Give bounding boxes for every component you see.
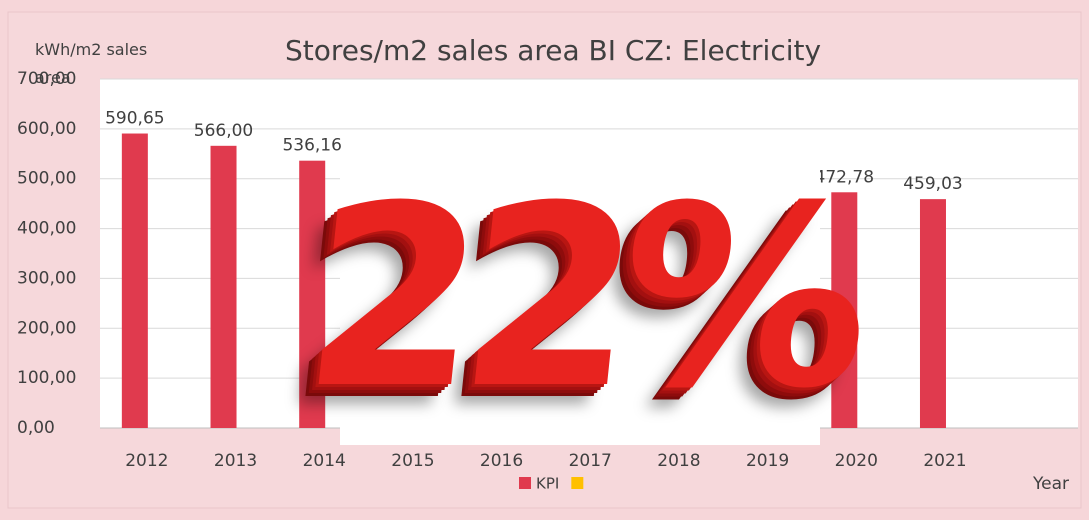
x-tick-label: 2012	[125, 451, 168, 471]
y-tick-label: 300,00	[17, 268, 76, 288]
x-tick-label: 2013	[214, 451, 257, 471]
x-tick-label: 2017	[569, 451, 612, 471]
value-label: 459,03	[903, 174, 962, 194]
y-tick-label: 400,00	[17, 219, 76, 239]
chart-title: Stores/m2 sales area BI CZ: Electricity	[285, 34, 821, 67]
y-tick-label: 500,00	[17, 169, 76, 189]
legend-label: KPI	[536, 475, 559, 493]
bar	[920, 199, 946, 428]
y-tick-label: 0,00	[17, 418, 55, 438]
legend-swatch	[571, 477, 583, 489]
x-tick-label: 2016	[480, 451, 523, 471]
x-tick-label: 2021	[923, 451, 966, 471]
y-tick-label: 600,00	[17, 119, 76, 139]
y-tick-label: 100,00	[17, 368, 76, 388]
y-tick-label: 200,00	[17, 318, 76, 338]
x-axis-label: Year	[1032, 474, 1069, 494]
bar	[122, 134, 148, 428]
bar	[211, 146, 237, 428]
x-tick-label: 2015	[391, 451, 434, 471]
x-tick-label: 2014	[303, 451, 346, 471]
x-tick-label: 2018	[657, 451, 700, 471]
value-label: 590,65	[105, 109, 164, 129]
x-tick-label: 2020	[835, 451, 878, 471]
overlay-image: 22%	[340, 150, 820, 445]
legend-swatch	[519, 477, 531, 489]
overlay-text: 22%	[293, 152, 868, 443]
page: Stores/m2 sales area BI CZ: Electricity …	[0, 0, 1089, 520]
x-tick-label: 2019	[746, 451, 789, 471]
value-label: 566,00	[194, 121, 253, 141]
y-axis-label: kWh/m2 sales area	[35, 36, 175, 92]
